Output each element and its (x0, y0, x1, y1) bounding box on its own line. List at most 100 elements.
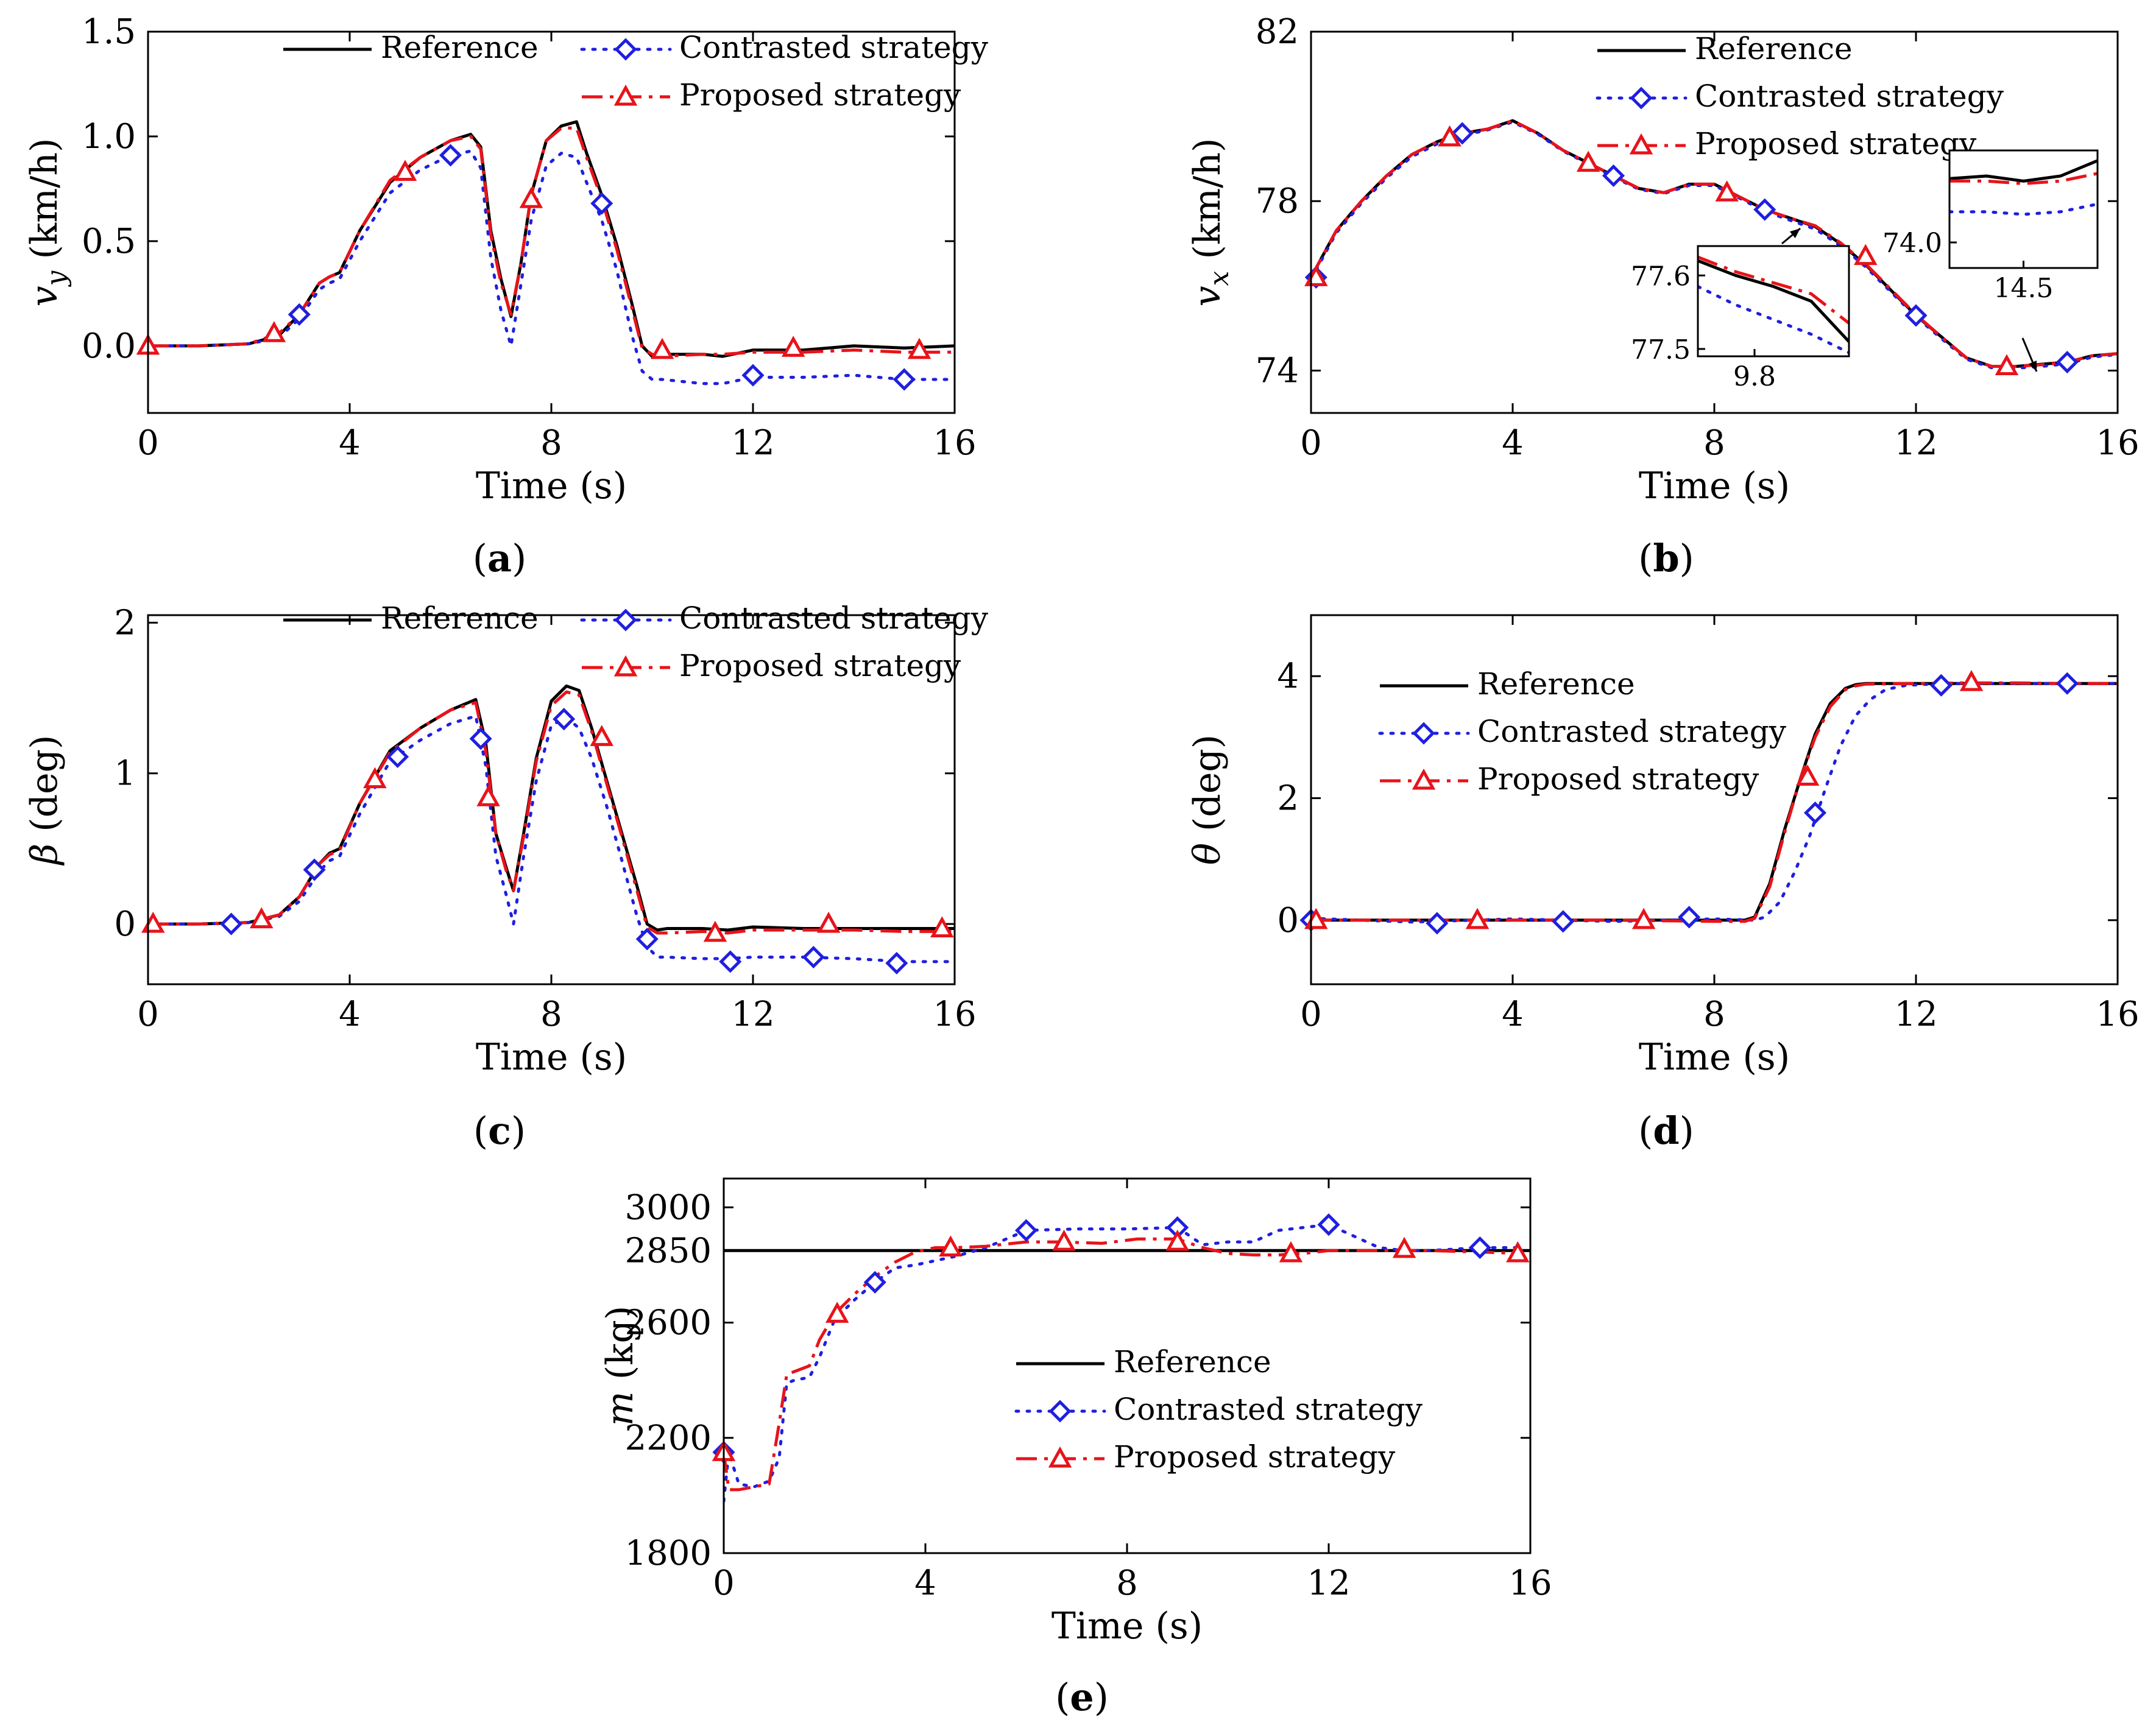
marker-proposed-strategy (1165, 1229, 1189, 1251)
marker-proposed-strategy (1052, 1229, 1076, 1251)
inset-arrow-head (1789, 228, 1800, 238)
x-axis-label: Time (s) (476, 1036, 627, 1079)
x-tick-label: 0 (1300, 423, 1322, 463)
legend-marker-proposed-strategy (1412, 768, 1436, 790)
inset-lines (1949, 159, 2098, 216)
marker-contrasted-strategy (1753, 198, 1776, 221)
x-tick-label: 4 (339, 995, 361, 1034)
inset-x-tick-label: 9.8 (1733, 361, 1776, 392)
inset-frame (1948, 149, 2099, 269)
y-axis-label: β (deg) (23, 735, 66, 866)
inset-y-tick-label: 77.6 (1631, 261, 1691, 292)
y-tick-label: 2 (1277, 778, 1299, 818)
inset-lines (1698, 255, 1849, 354)
inset-zoom-9.8: 9.8 77.5 77.6 (1631, 227, 1850, 392)
marker-proposed-strategy (1465, 908, 1490, 929)
marker-proposed-strategy (1995, 354, 2019, 375)
marker-proposed-strategy (1438, 125, 1461, 147)
x-tick-label: 16 (933, 995, 976, 1034)
x-tick-label: 0 (137, 995, 159, 1034)
series-line-proposed-strategy (724, 1237, 1521, 1492)
marker-proposed-strategy (703, 920, 727, 942)
y-axis-label: m (kg) (599, 1306, 641, 1426)
marker-contrasted-strategy (2055, 672, 2079, 695)
marker-proposed-strategy (1506, 1241, 1530, 1263)
marker-contrasted-strategy (220, 912, 243, 936)
legend-label-reference: Reference (1477, 666, 1635, 702)
legend-marker-contrasted-strategy (614, 38, 637, 61)
series-markers (712, 1213, 1530, 1464)
marker-proposed-strategy (816, 911, 841, 933)
series-line-contrasted-strategy (148, 714, 955, 964)
x-tick-label: 8 (1116, 1563, 1138, 1603)
marker-contrasted-strategy (1803, 801, 1827, 825)
marker-proposed-strategy (1631, 908, 1656, 929)
legend-label-contrasted-strategy: Contrasted strategy (679, 601, 989, 636)
panel-b: 0 4 8 12 16 74 78 82 Time (s) vx (km/h) (b) Referen… (1186, 12, 2140, 580)
marker-proposed-strategy (249, 907, 274, 929)
marker-contrasted-strategy (892, 368, 916, 391)
plot-frame (1310, 614, 2119, 985)
y-axis-label: vy (km/h) (23, 138, 72, 307)
legend-label-proposed-strategy: Proposed strategy (679, 77, 961, 113)
series-markers (141, 708, 954, 974)
x-tick-label: 4 (914, 1563, 936, 1603)
inset-arrow-head (2029, 361, 2037, 372)
x-tick-label: 8 (540, 995, 562, 1034)
x-tick-label: 0 (1300, 995, 1322, 1034)
x-tick-label: 16 (2096, 995, 2139, 1034)
series-line-contrasted-strategy (148, 149, 955, 386)
x-tick-label: 12 (1894, 423, 1937, 463)
x-tick-label: 8 (1703, 995, 1725, 1034)
panel-caption: (e) (1055, 1675, 1109, 1719)
marker-proposed-strategy (1959, 670, 1984, 691)
y-tick-label: 1.5 (82, 12, 136, 52)
legend-label-proposed-strategy: Proposed strategy (1695, 126, 1977, 161)
inset-background (1949, 150, 2098, 268)
y-tick-label: 1800 (624, 1534, 712, 1573)
marker-contrasted-strategy (741, 364, 765, 387)
legend: Reference Contrasted strategy Proposed str… (1596, 31, 2004, 161)
x-tick-label: 16 (1508, 1563, 1552, 1603)
marker-contrasted-strategy (719, 950, 742, 973)
x-tick-label: 12 (1307, 1563, 1350, 1603)
legend-label-contrasted-strategy: Contrasted strategy (1114, 1392, 1423, 1427)
series-lines (148, 684, 955, 964)
marker-proposed-strategy (393, 160, 417, 181)
y-tick-label: 0 (114, 904, 136, 944)
x-tick-label: 4 (1502, 995, 1524, 1034)
legend-marker-contrasted-strategy (1412, 722, 1435, 745)
marker-proposed-strategy (1795, 764, 1820, 786)
y-tick-label: 82 (1256, 12, 1299, 52)
inset-line-contrasted-strategy (1949, 202, 2098, 216)
legend-label-reference: Reference (1695, 31, 1853, 66)
marker-proposed-strategy (590, 725, 613, 746)
marker-proposed-strategy (930, 916, 954, 937)
marker-proposed-strategy (1392, 1236, 1416, 1258)
legend: Reference Contrasted strategy Proposed str… (283, 601, 989, 683)
marker-contrasted-strategy (1317, 1213, 1340, 1236)
marker-contrasted-strategy (1904, 304, 1928, 327)
y-tick-label: 0.0 (82, 326, 136, 366)
marker-contrasted-strategy (1552, 910, 1575, 933)
legend: Reference Contrasted strategy Proposed str… (283, 30, 989, 113)
marker-proposed-strategy (1279, 1241, 1303, 1263)
marker-contrasted-strategy (439, 144, 462, 167)
marker-proposed-strategy (650, 337, 674, 359)
marker-contrasted-strategy (288, 303, 311, 326)
legend-label-reference: Reference (1114, 1344, 1271, 1380)
legend-marker-contrasted-strategy (1630, 86, 1653, 110)
inset-line-proposed-strategy (1949, 172, 2098, 186)
inset-zoom-14.5: 14.5 74.0 (1882, 149, 2099, 372)
panel-caption: (c) (473, 1108, 526, 1153)
marker-proposed-strategy (519, 187, 543, 208)
x-tick-label: 0 (137, 423, 159, 463)
marker-proposed-strategy (1854, 244, 1878, 266)
x-axis-label: Time (s) (476, 465, 627, 507)
series-line-proposed-strategy (148, 690, 955, 935)
marker-proposed-strategy (476, 785, 500, 806)
legend-label-reference: Reference (381, 30, 539, 65)
series-line-proposed-strategy (148, 126, 955, 358)
y-tick-label: 78 (1256, 182, 1299, 221)
